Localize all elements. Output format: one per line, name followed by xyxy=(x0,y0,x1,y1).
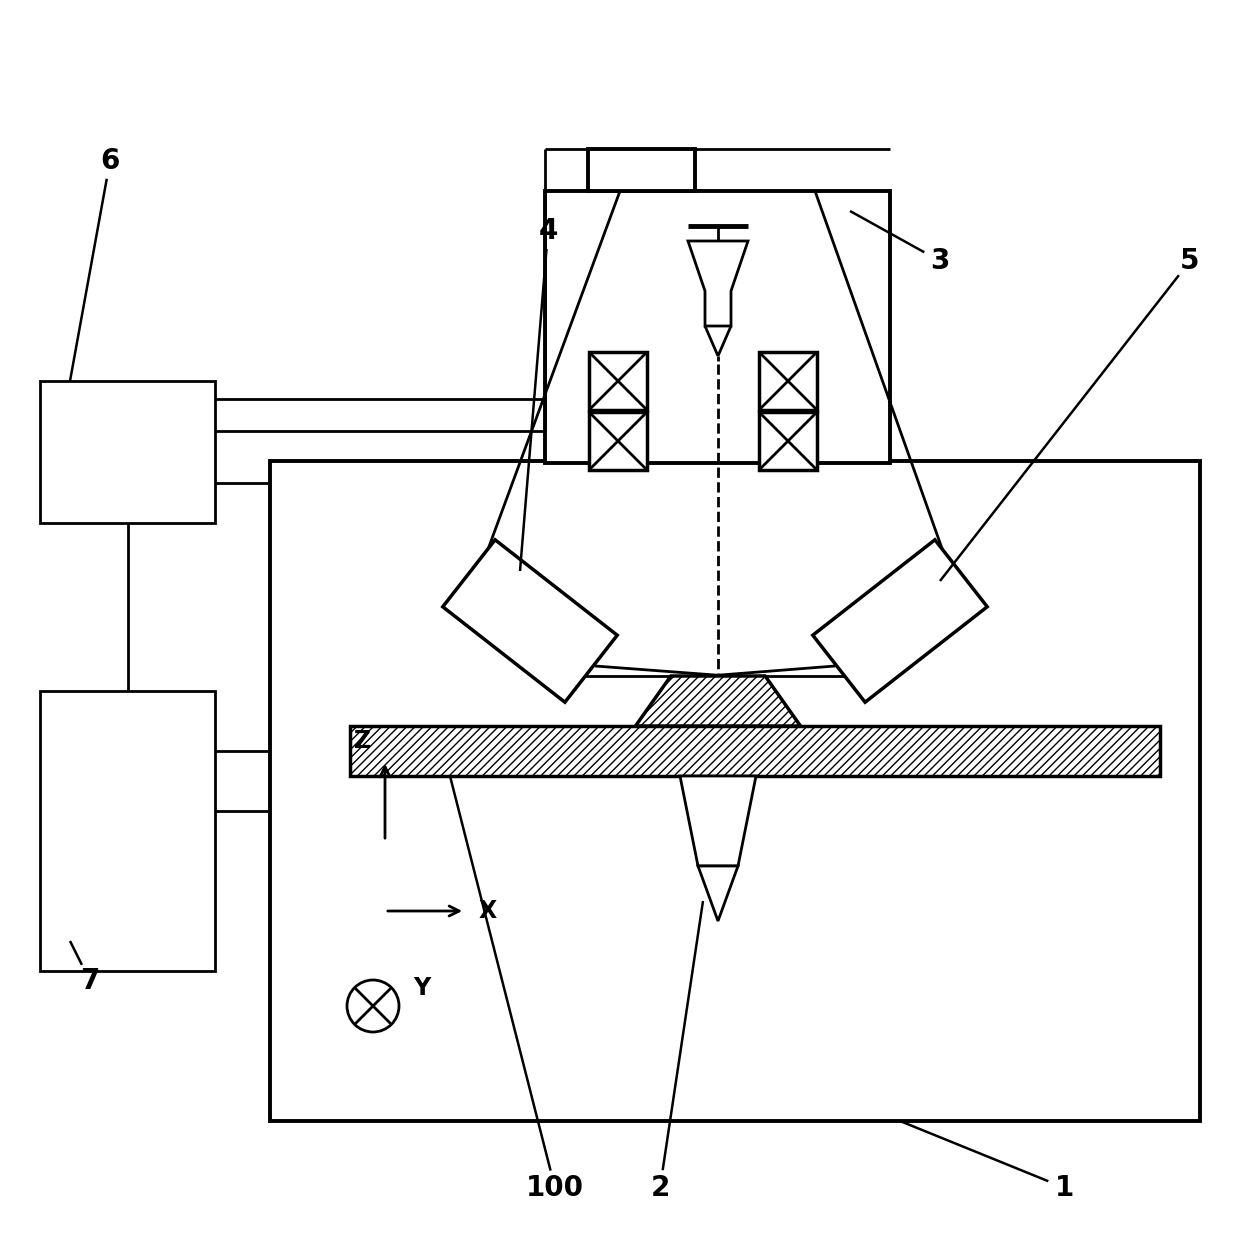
Polygon shape xyxy=(698,866,738,921)
Polygon shape xyxy=(812,540,987,702)
Text: 1: 1 xyxy=(1055,1174,1075,1203)
Polygon shape xyxy=(680,776,756,866)
Bar xyxy=(759,412,817,470)
Text: 6: 6 xyxy=(100,146,120,175)
Text: 100: 100 xyxy=(526,1174,584,1203)
Polygon shape xyxy=(443,540,618,702)
Text: Y: Y xyxy=(413,975,430,1000)
Polygon shape xyxy=(688,241,748,326)
Bar xyxy=(546,191,890,463)
Polygon shape xyxy=(635,676,801,726)
Text: 4: 4 xyxy=(538,217,558,244)
Bar xyxy=(40,691,215,970)
Bar xyxy=(589,352,647,410)
Bar xyxy=(40,381,215,522)
Bar xyxy=(350,726,1159,776)
Text: 3: 3 xyxy=(930,247,950,276)
Text: Z: Z xyxy=(355,728,372,753)
Text: 7: 7 xyxy=(81,967,99,995)
Text: 2: 2 xyxy=(650,1174,670,1203)
Text: X: X xyxy=(479,898,497,923)
Bar xyxy=(588,149,694,191)
Bar xyxy=(589,412,647,470)
Bar xyxy=(350,726,1159,776)
Circle shape xyxy=(347,980,399,1033)
Bar xyxy=(759,352,817,410)
Bar xyxy=(270,460,1200,1121)
Text: 5: 5 xyxy=(1180,247,1200,276)
